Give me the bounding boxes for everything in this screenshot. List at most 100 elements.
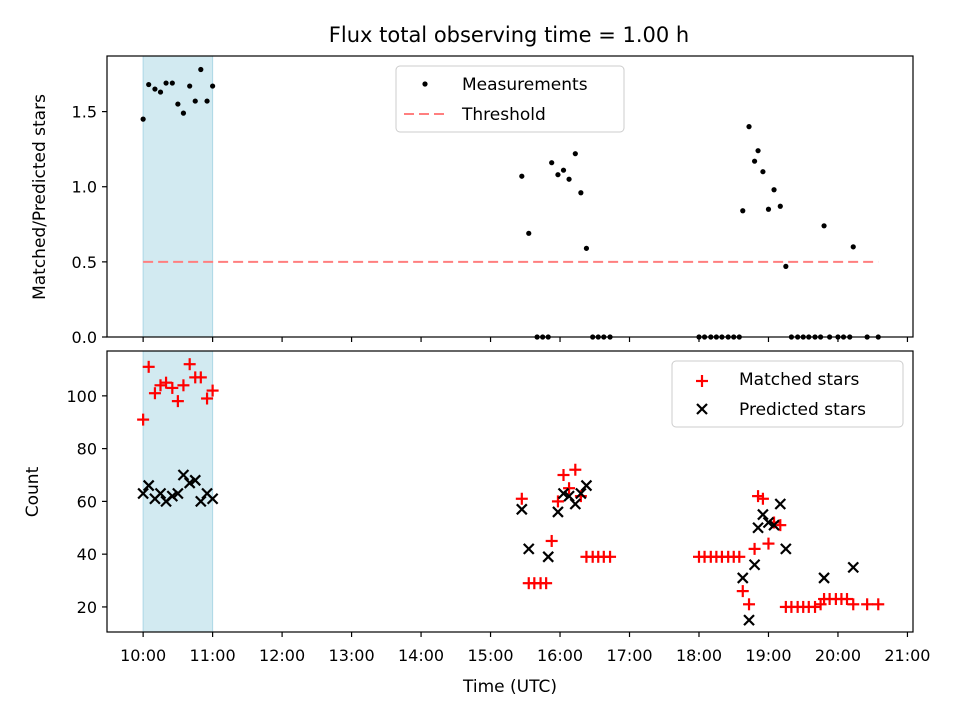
x-tick-label: 14:00 xyxy=(398,646,444,665)
x-tick-label: 15:00 xyxy=(467,646,513,665)
matched-star-point xyxy=(516,493,528,505)
predicted-star-point xyxy=(517,504,527,514)
count-y-tick-label: 100 xyxy=(66,387,97,406)
predicted-star-point xyxy=(750,560,760,570)
x-tick-label: 17:00 xyxy=(606,646,652,665)
ratio-y-label: Matched/Predicted stars xyxy=(30,94,50,300)
matched-legend-label: Matched stars xyxy=(739,370,859,390)
predicted-star-point xyxy=(775,499,785,509)
x-tick-label: 10:00 xyxy=(120,646,166,665)
chart-title: Flux total observing time = 1.00 h xyxy=(329,23,689,47)
ratio-y-tick-label: 1.5 xyxy=(72,103,97,122)
predicted-star-point xyxy=(738,573,748,583)
matched-star-point xyxy=(861,598,873,610)
matched-star-point xyxy=(749,543,761,555)
predicted-star-point xyxy=(848,562,858,572)
measurement-point xyxy=(821,223,826,228)
matched-star-point xyxy=(809,601,821,613)
measurement-point xyxy=(210,83,215,88)
measurement-point xyxy=(766,207,771,212)
measurement-point xyxy=(549,160,554,165)
predicted-star-point xyxy=(753,523,763,533)
count-y-tick-label: 60 xyxy=(77,492,97,511)
matched-star-point xyxy=(733,551,745,563)
measurement-legend-marker xyxy=(422,81,427,86)
x-axis-label: Time (UTC) xyxy=(462,677,557,697)
measurement-point xyxy=(204,98,209,103)
ratio-panel: 0.0 0.5 1.0 1.5 Matched/Predicted stars Mea… xyxy=(30,56,913,347)
measurement-point xyxy=(561,168,566,173)
flux-figure: Flux total observing time = 1.00 h 0.00.… xyxy=(0,0,960,720)
measurement-point xyxy=(573,151,578,156)
count-y-tick-label: 80 xyxy=(77,440,97,459)
count-x-axis: 10:00 11:00 12:00 13:00 14:00 15:00 16:00 17:00… xyxy=(120,632,930,665)
threshold-legend-label: Threshold xyxy=(461,105,546,125)
predicted-star-point xyxy=(524,544,534,554)
measurement-point xyxy=(141,117,146,122)
predicted-star-point xyxy=(781,544,791,554)
measurement-point xyxy=(760,169,765,174)
count-legend: Matched stars Predicted stars xyxy=(672,361,903,427)
measurement-point xyxy=(175,101,180,106)
measurement-point xyxy=(170,80,175,85)
count-y-tick-label: 20 xyxy=(77,598,97,617)
measurement-point xyxy=(740,208,745,213)
measurement-point xyxy=(752,159,757,164)
x-tick-label: 19:00 xyxy=(745,646,791,665)
measurement-point xyxy=(163,80,168,85)
measurement-point xyxy=(158,89,163,94)
ratio-highlight-span xyxy=(143,56,212,337)
measurement-point xyxy=(566,177,571,182)
matched-star-point xyxy=(604,551,616,563)
measurement-point xyxy=(152,86,157,91)
x-tick-label: 20:00 xyxy=(815,646,861,665)
x-tick-label: 21:00 xyxy=(884,646,930,665)
measurement-point xyxy=(526,231,531,236)
measurement-point xyxy=(187,83,192,88)
measurement-point xyxy=(783,264,788,269)
matched-star-point xyxy=(569,464,581,476)
x-tick-label: 16:00 xyxy=(537,646,583,665)
predicted-star-point xyxy=(553,507,563,517)
measurement-point xyxy=(778,204,783,209)
measurement-point xyxy=(584,246,589,251)
measurement-point xyxy=(555,172,560,177)
matched-star-point xyxy=(737,585,749,597)
matched-star-point xyxy=(540,577,552,589)
x-tick-label: 11:00 xyxy=(190,646,236,665)
measurement-point xyxy=(578,190,583,195)
measurement-point xyxy=(519,174,524,179)
measurement-point xyxy=(755,148,760,153)
matched-star-point xyxy=(546,535,558,547)
predicted-star-point xyxy=(543,552,553,562)
count-panel: 20 40 60 80 100 10:00 11:00 12:00 13:00 14:00 15:… xyxy=(23,351,930,697)
measurement-point xyxy=(851,244,856,249)
matched-star-point xyxy=(774,519,786,531)
matched-star-point xyxy=(872,598,884,610)
matched-star-point xyxy=(743,598,755,610)
measurement-point xyxy=(193,98,198,103)
x-tick-label: 12:00 xyxy=(259,646,305,665)
matched-star-point xyxy=(558,469,570,481)
predicted-star-point xyxy=(744,615,754,625)
x-tick-label: 13:00 xyxy=(329,646,375,665)
matched-star-point xyxy=(575,490,587,502)
predicted-star-point xyxy=(570,499,580,509)
count-y-label: Count xyxy=(23,466,43,517)
measurement-point xyxy=(746,124,751,129)
predicted-legend-label: Predicted stars xyxy=(739,400,866,420)
measurement-point xyxy=(771,187,776,192)
measurement-point xyxy=(146,82,151,87)
ratio-y-axis: 0.0 0.5 1.0 1.5 xyxy=(72,103,107,347)
measurement-point xyxy=(198,67,203,72)
count-y-axis: 20 40 60 80 100 xyxy=(66,387,107,617)
measurement-point xyxy=(181,111,186,116)
x-tick-label: 18:00 xyxy=(676,646,722,665)
matched-star-point xyxy=(762,538,774,550)
ratio-y-tick-label: 0.0 xyxy=(72,328,97,347)
count-y-tick-label: 40 xyxy=(77,545,97,564)
ratio-y-tick-label: 0.5 xyxy=(72,253,97,272)
matched-star-point xyxy=(552,495,564,507)
ratio-y-tick-label: 1.0 xyxy=(72,178,97,197)
measurement-legend-label: Measurements xyxy=(462,75,588,95)
